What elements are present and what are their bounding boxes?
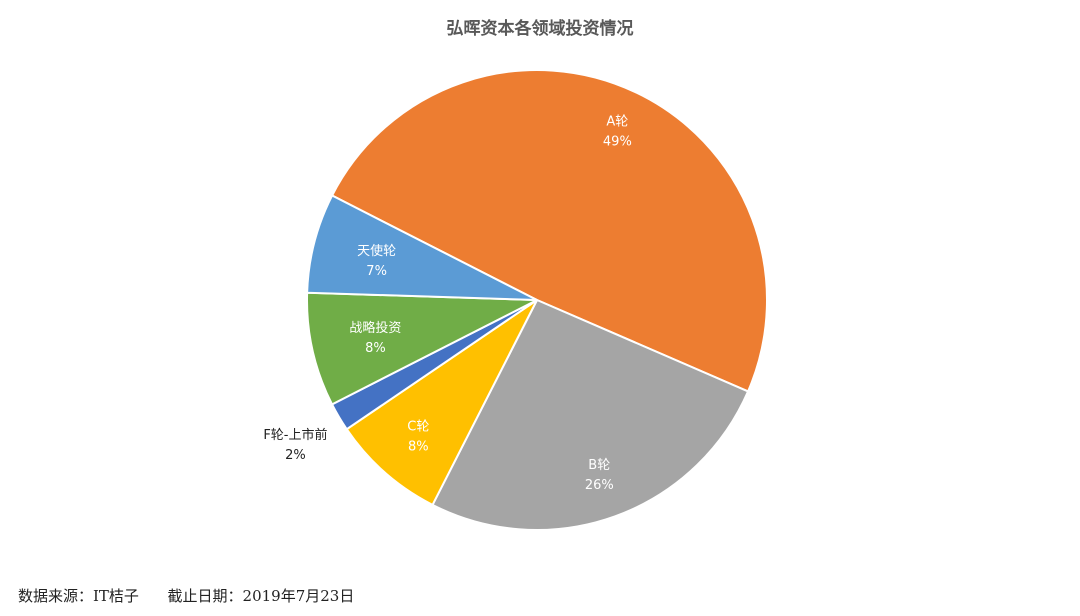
slice-label-percent-angel: 7%: [366, 264, 387, 279]
slice-label-name-a-round: A轮: [606, 114, 628, 129]
cutoff-date-text: 截止日期：2019年7月23日: [167, 587, 355, 605]
pie-slice-strategic: [306, 291, 538, 406]
source-note: 数据来源：IT桔子 截止日期：2019年7月23日: [18, 585, 354, 606]
slice-label-name-f-round-pre-ipo: F轮-上市前: [263, 427, 327, 443]
slice-label-percent-strategic: 8%: [365, 341, 386, 356]
slice-label-percent-f-round-pre-ipo: 2%: [285, 448, 306, 463]
slice-label-percent-b-round: 26%: [585, 478, 614, 493]
source-text: 数据来源：IT桔子: [18, 587, 139, 605]
slice-label-percent-c-round: 8%: [408, 440, 429, 455]
slice-label-name-b-round: B轮: [588, 458, 610, 473]
pie-slice-b-round: [431, 298, 750, 531]
pie-slice-c-round: [345, 299, 538, 507]
pie-slice-angel: [306, 194, 538, 301]
chart-title: 弘晖资本各领域投资情况: [446, 19, 634, 39]
slice-label-name-strategic: 战略投资: [349, 320, 401, 336]
slice-label-name-c-round: C轮: [407, 420, 429, 435]
pie-slice-a-round: [330, 69, 768, 393]
slice-label-percent-a-round: 49%: [603, 134, 632, 149]
slice-label-name-angel: 天使轮: [357, 243, 396, 259]
